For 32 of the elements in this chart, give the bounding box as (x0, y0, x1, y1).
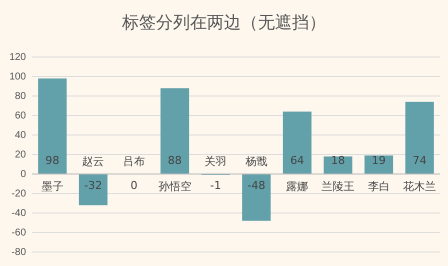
data-label: -32 (84, 179, 102, 192)
y-tick-label: 100 (9, 72, 26, 83)
y-tick-label: 40 (14, 130, 26, 142)
x-tick-label: 赵云 (82, 155, 104, 168)
data-label: 0 (130, 179, 138, 192)
data-label: 88 (168, 154, 182, 167)
data-label: 98 (45, 154, 60, 167)
data-label: -48 (247, 179, 266, 192)
x-tick-label: 兰陵王 (322, 180, 354, 193)
y-tick-label: -80 (12, 247, 26, 258)
y-tick-label: -20 (12, 188, 26, 200)
data-label: -1 (210, 179, 222, 192)
y-tick-label: 120 (9, 52, 26, 64)
chart-title: 标签分列在两边（无遮挡） (121, 13, 326, 33)
data-label: 19 (372, 154, 386, 167)
x-tick-label: 杨戬 (244, 155, 268, 168)
y-tick-label: 60 (14, 110, 26, 122)
y-tick-label: -40 (12, 208, 26, 220)
x-tick-label: 花木兰 (403, 180, 436, 193)
data-label: 74 (412, 154, 427, 167)
x-tick-label: 孙悟空 (158, 180, 192, 193)
data-label: 18 (331, 154, 345, 167)
x-tick-label: 关羽 (204, 155, 227, 168)
x-tick-label: 李白 (368, 180, 390, 193)
y-tick-label: 20 (14, 150, 26, 161)
y-tick-label: 0 (20, 169, 26, 180)
x-tick-label: 吕布 (123, 155, 145, 168)
y-tick-label: 80 (14, 91, 26, 102)
data-label: 64 (290, 154, 304, 167)
y-tick-label: -60 (12, 228, 26, 239)
x-tick-label: 墨子 (41, 180, 64, 193)
x-tick-label: 露娜 (286, 180, 308, 193)
